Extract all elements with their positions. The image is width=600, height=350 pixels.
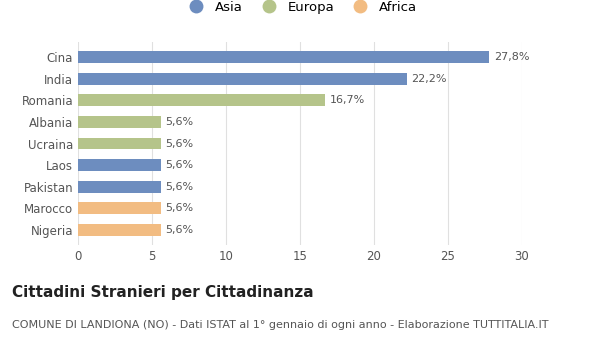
Text: 16,7%: 16,7% — [329, 95, 365, 105]
Bar — [78, 224, 161, 236]
Text: 22,2%: 22,2% — [411, 74, 446, 84]
Text: Cittadini Stranieri per Cittadinanza: Cittadini Stranieri per Cittadinanza — [12, 285, 314, 300]
Text: 5,6%: 5,6% — [166, 160, 193, 170]
Text: 5,6%: 5,6% — [166, 225, 193, 235]
Bar — [78, 181, 161, 192]
Text: COMUNE DI LANDIONA (NO) - Dati ISTAT al 1° gennaio di ogni anno - Elaborazione T: COMUNE DI LANDIONA (NO) - Dati ISTAT al … — [12, 320, 548, 330]
Bar — [78, 94, 325, 106]
Bar — [78, 202, 161, 214]
Bar — [78, 138, 161, 149]
Text: 27,8%: 27,8% — [494, 52, 529, 62]
Bar — [78, 73, 407, 85]
Bar — [78, 51, 490, 63]
Text: 5,6%: 5,6% — [166, 139, 193, 148]
Bar — [78, 159, 161, 171]
Legend: Asia, Europa, Africa: Asia, Europa, Africa — [178, 0, 422, 19]
Text: 5,6%: 5,6% — [166, 117, 193, 127]
Text: 5,6%: 5,6% — [166, 203, 193, 213]
Text: 5,6%: 5,6% — [166, 182, 193, 192]
Bar — [78, 116, 161, 128]
